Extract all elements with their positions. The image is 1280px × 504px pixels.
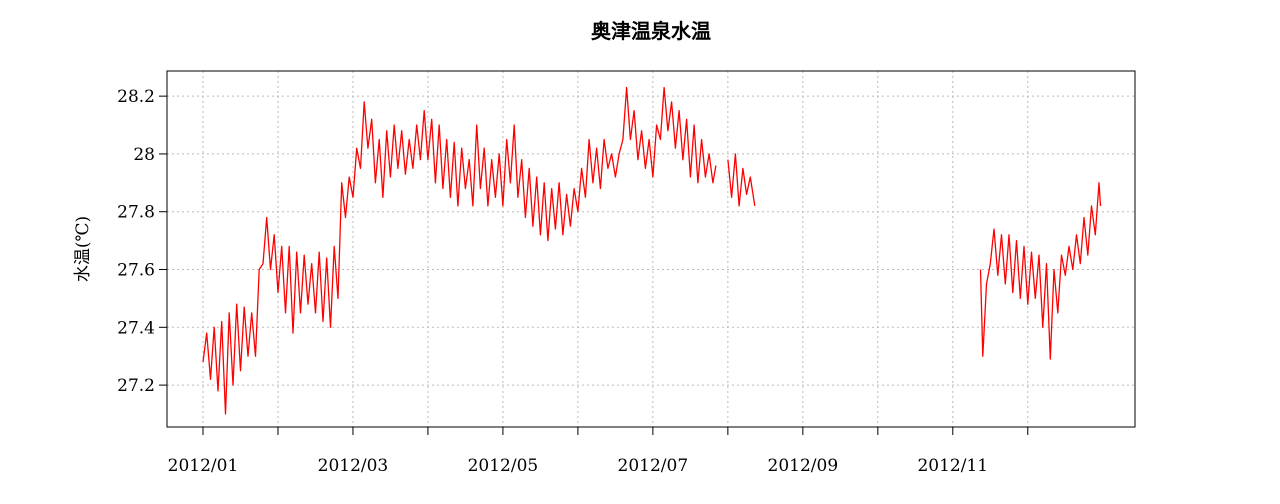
- data-line: [202, 86, 1102, 415]
- y-tick-label: 28: [133, 145, 155, 165]
- y-tick-label: 27.4: [117, 318, 155, 338]
- y-axis-label: 水温(℃): [73, 216, 93, 282]
- chart-title: 奥津温泉水温: [591, 19, 711, 43]
- x-tick-label: 2012/03: [318, 456, 389, 476]
- x-tick-label: 2012/11: [917, 456, 988, 476]
- y-tick-label: 27.8: [117, 203, 155, 223]
- plot-frame: [166, 70, 1136, 428]
- x-tick-label: 2012/09: [768, 456, 839, 476]
- x-tick-label: 2012/05: [468, 456, 539, 476]
- x-tick-label: 2012/01: [168, 456, 239, 476]
- x-tick-label: 2012/07: [618, 456, 689, 476]
- y-tick-label: 27.6: [117, 261, 155, 281]
- y-tick-label: 28.2: [117, 87, 155, 107]
- y-tick-label: 27.2: [117, 376, 155, 396]
